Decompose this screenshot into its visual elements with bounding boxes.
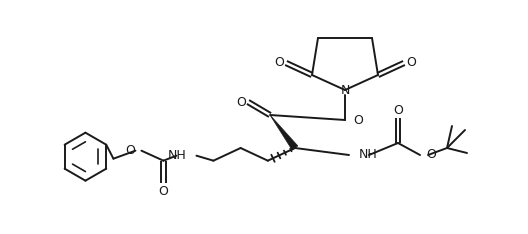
Text: O: O xyxy=(393,103,403,117)
Text: O: O xyxy=(353,113,363,127)
Polygon shape xyxy=(270,115,298,150)
Text: O: O xyxy=(426,149,436,161)
Text: O: O xyxy=(274,56,284,69)
Text: O: O xyxy=(158,185,168,198)
Text: NH: NH xyxy=(168,149,186,162)
Text: NH: NH xyxy=(359,149,378,161)
Text: O: O xyxy=(126,144,136,157)
Text: O: O xyxy=(406,56,416,69)
Text: O: O xyxy=(236,95,246,109)
Text: N: N xyxy=(341,84,350,96)
